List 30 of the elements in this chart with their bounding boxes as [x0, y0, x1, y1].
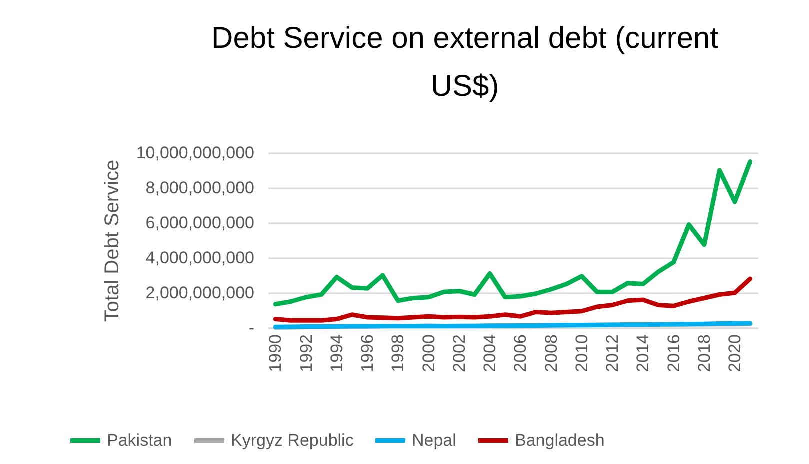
y-tick-label: - [248, 318, 254, 338]
y-tick-label: 8,000,000,000 [146, 178, 254, 198]
x-tick-label: 2004 [480, 334, 500, 372]
x-tick-label: 2010 [572, 334, 592, 372]
x-tick-label: 2012 [603, 334, 622, 372]
x-tick-label: 2000 [419, 334, 438, 372]
legend-label: Nepal [412, 430, 456, 450]
x-tick-label: 2006 [511, 334, 530, 372]
x-tick-label: 1992 [296, 334, 316, 372]
legend-label: Bangladesh [515, 430, 605, 450]
y-tick-label: 10,000,000,000 [136, 144, 254, 162]
y-tick-label: 4,000,000,000 [146, 248, 254, 268]
x-tick-label: 1990 [266, 334, 286, 372]
line-series [273, 276, 753, 323]
x-tick-label: 1996 [358, 334, 378, 372]
x-tick-label: 1994 [327, 334, 346, 372]
y-tick-label: 2,000,000,000 [146, 284, 254, 302]
x-tick-label: 2008 [542, 334, 561, 372]
y-tick-label: 6,000,000,000 [146, 214, 254, 232]
x-tick-label: 2020 [726, 334, 745, 372]
line-series [273, 160, 753, 307]
x-tick-label: 2016 [664, 334, 684, 372]
legend-label: Kyrgyz Republic [231, 430, 354, 450]
legend-label: Pakistan [107, 430, 172, 450]
chart-title: Debt Service on external debt (current US$) [212, 22, 720, 103]
y-axis-title: Total Debt Service [101, 160, 124, 322]
x-tick-label: 1998 [388, 334, 408, 372]
x-tick-label: 2014 [634, 334, 653, 372]
x-tick-label: 2002 [450, 334, 469, 372]
x-tick-label: 2018 [694, 334, 714, 372]
